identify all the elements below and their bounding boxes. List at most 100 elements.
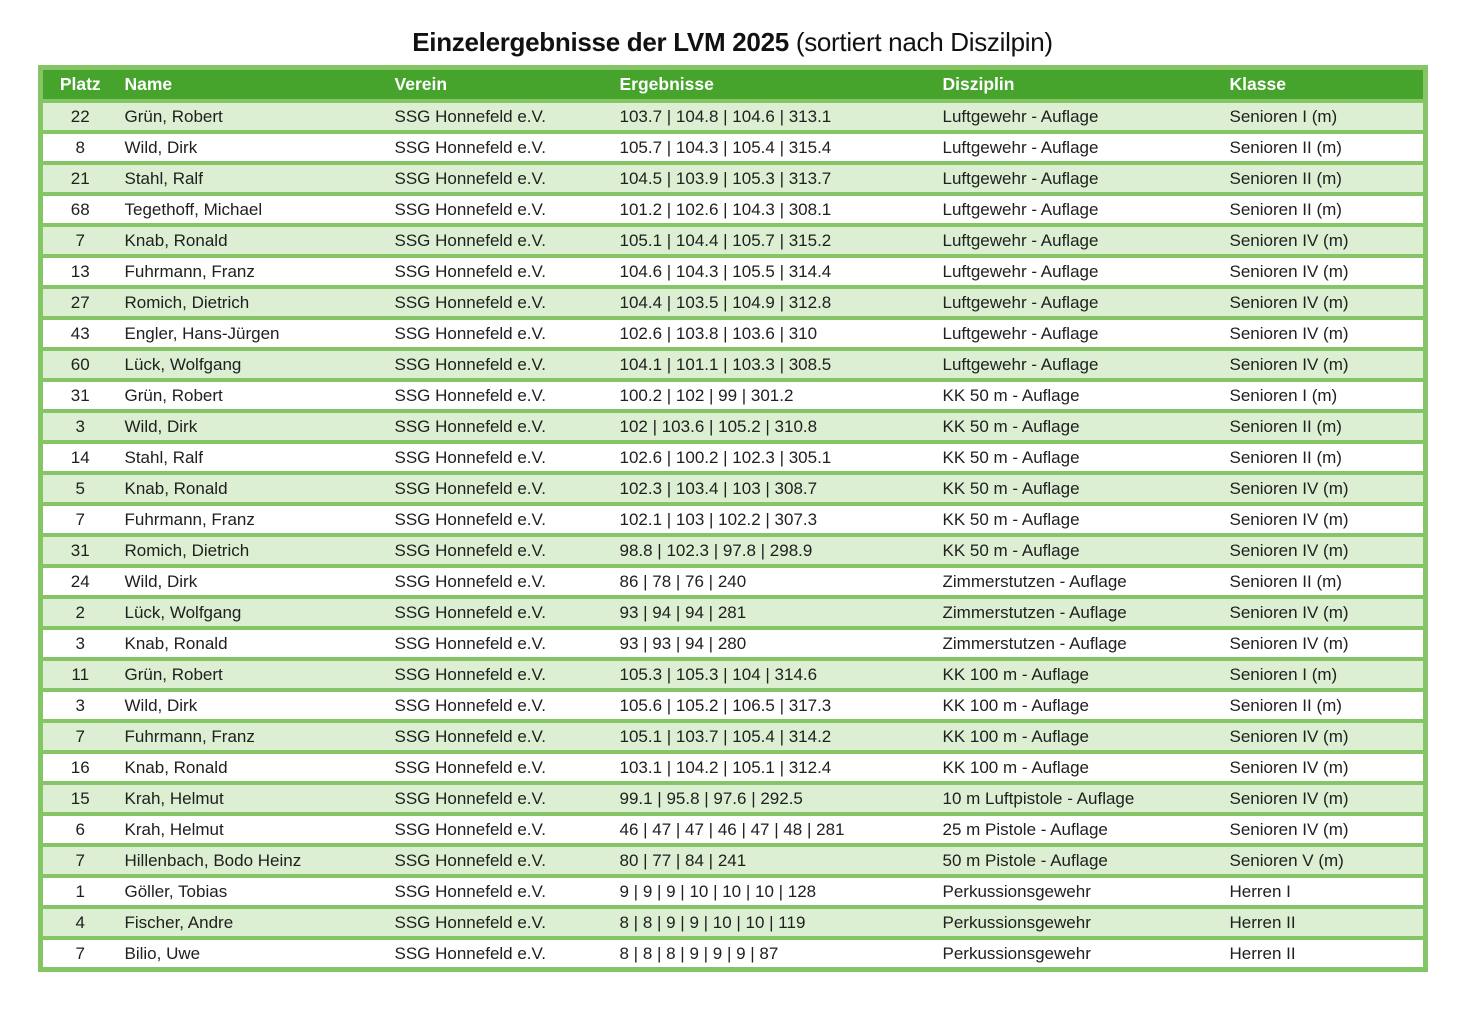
cell-klasse: Senioren IV (m) xyxy=(1222,814,1426,847)
column-header-name: Name xyxy=(117,67,388,103)
cell-ergebnisse: 104.6 | 104.3 | 105.5 | 314.4 xyxy=(612,256,936,289)
table-row: 3 Wild, Dirk SSG Honnefeld e.V. 102 | 10… xyxy=(40,411,1426,444)
table-row: 7 Fuhrmann, Franz SSG Honnefeld e.V. 102… xyxy=(40,504,1426,537)
cell-name: Grün, Robert xyxy=(117,380,388,413)
column-header-disziplin: Disziplin xyxy=(935,67,1223,103)
cell-name: Krah, Helmut xyxy=(117,814,388,847)
cell-klasse: Senioren IV (m) xyxy=(1222,225,1426,258)
table-body: 22 Grün, Robert SSG Honnefeld e.V. 103.7… xyxy=(40,101,1426,972)
cell-platz: 3 xyxy=(40,411,118,444)
table-row: 8 Wild, Dirk SSG Honnefeld e.V. 105.7 | … xyxy=(40,132,1426,165)
cell-ergebnisse: 99.1 | 95.8 | 97.6 | 292.5 xyxy=(612,783,936,816)
cell-disziplin: Luftgewehr - Auflage xyxy=(935,256,1223,289)
cell-klasse: Senioren IV (m) xyxy=(1222,628,1426,661)
cell-klasse: Senioren V (m) xyxy=(1222,845,1426,878)
cell-klasse: Senioren II (m) xyxy=(1222,163,1426,196)
cell-disziplin: Luftgewehr - Auflage xyxy=(935,132,1223,165)
cell-verein: SSG Honnefeld e.V. xyxy=(387,659,613,692)
page-title-main: Einzelergebnisse der LVM 2025 xyxy=(412,27,789,57)
cell-klasse: Senioren II (m) xyxy=(1222,690,1426,723)
table-row: 5 Knab, Ronald SSG Honnefeld e.V. 102.3 … xyxy=(40,473,1426,506)
column-header-verein: Verein xyxy=(387,67,613,103)
cell-platz: 2 xyxy=(40,597,118,630)
cell-name: Knab, Ronald xyxy=(117,225,388,258)
cell-name: Knab, Ronald xyxy=(117,628,388,661)
cell-ergebnisse: 101.2 | 102.6 | 104.3 | 308.1 xyxy=(612,194,936,227)
cell-platz: 5 xyxy=(40,473,118,506)
cell-ergebnisse: 105.1 | 103.7 | 105.4 | 314.2 xyxy=(612,721,936,754)
table-row: 22 Grün, Robert SSG Honnefeld e.V. 103.7… xyxy=(40,101,1426,134)
table-row: 24 Wild, Dirk SSG Honnefeld e.V. 86 | 78… xyxy=(40,566,1426,599)
cell-ergebnisse: 86 | 78 | 76 | 240 xyxy=(612,566,936,599)
cell-klasse: Senioren II (m) xyxy=(1222,411,1426,444)
cell-ergebnisse: 102.6 | 100.2 | 102.3 | 305.1 xyxy=(612,442,936,475)
cell-name: Wild, Dirk xyxy=(117,132,388,165)
cell-klasse: Herren II xyxy=(1222,907,1426,940)
cell-verein: SSG Honnefeld e.V. xyxy=(387,101,613,134)
cell-platz: 7 xyxy=(40,938,118,972)
cell-disziplin: KK 100 m - Auflage xyxy=(935,690,1223,723)
table-row: 1 Göller, Tobias SSG Honnefeld e.V. 9 | … xyxy=(40,876,1426,909)
cell-klasse: Herren II xyxy=(1222,938,1426,972)
cell-disziplin: KK 50 m - Auflage xyxy=(935,504,1223,537)
cell-platz: 60 xyxy=(40,349,118,382)
cell-platz: 3 xyxy=(40,628,118,661)
cell-disziplin: Perkussionsgewehr xyxy=(935,876,1223,909)
cell-name: Engler, Hans-Jürgen xyxy=(117,318,388,351)
cell-verein: SSG Honnefeld e.V. xyxy=(387,380,613,413)
cell-ergebnisse: 102.1 | 103 | 102.2 | 307.3 xyxy=(612,504,936,537)
cell-verein: SSG Honnefeld e.V. xyxy=(387,721,613,754)
cell-platz: 8 xyxy=(40,132,118,165)
cell-platz: 4 xyxy=(40,907,118,940)
cell-verein: SSG Honnefeld e.V. xyxy=(387,287,613,320)
cell-name: Göller, Tobias xyxy=(117,876,388,909)
cell-ergebnisse: 98.8 | 102.3 | 97.8 | 298.9 xyxy=(612,535,936,568)
cell-platz: 7 xyxy=(40,845,118,878)
cell-ergebnisse: 93 | 93 | 94 | 280 xyxy=(612,628,936,661)
cell-platz: 14 xyxy=(40,442,118,475)
column-header-platz: Platz xyxy=(40,67,118,103)
cell-klasse: Senioren IV (m) xyxy=(1222,473,1426,506)
cell-name: Wild, Dirk xyxy=(117,411,388,444)
cell-disziplin: Luftgewehr - Auflage xyxy=(935,287,1223,320)
cell-klasse: Senioren IV (m) xyxy=(1222,783,1426,816)
cell-disziplin: Luftgewehr - Auflage xyxy=(935,318,1223,351)
cell-verein: SSG Honnefeld e.V. xyxy=(387,225,613,258)
cell-klasse: Senioren IV (m) xyxy=(1222,597,1426,630)
cell-ergebnisse: 105.6 | 105.2 | 106.5 | 317.3 xyxy=(612,690,936,723)
table-row: 7 Fuhrmann, Franz SSG Honnefeld e.V. 105… xyxy=(40,721,1426,754)
page-title-suffix: (sortiert nach Diszilpin) xyxy=(788,27,1053,57)
cell-verein: SSG Honnefeld e.V. xyxy=(387,752,613,785)
table-row: 43 Engler, Hans-Jürgen SSG Honnefeld e.V… xyxy=(40,318,1426,351)
cell-verein: SSG Honnefeld e.V. xyxy=(387,535,613,568)
cell-disziplin: Zimmerstutzen - Auflage xyxy=(935,628,1223,661)
cell-klasse: Senioren II (m) xyxy=(1222,132,1426,165)
cell-disziplin: Luftgewehr - Auflage xyxy=(935,194,1223,227)
cell-verein: SSG Honnefeld e.V. xyxy=(387,411,613,444)
cell-ergebnisse: 103.7 | 104.8 | 104.6 | 313.1 xyxy=(612,101,936,134)
cell-disziplin: Luftgewehr - Auflage xyxy=(935,163,1223,196)
cell-platz: 16 xyxy=(40,752,118,785)
cell-platz: 1 xyxy=(40,876,118,909)
cell-platz: 3 xyxy=(40,690,118,723)
cell-disziplin: Perkussionsgewehr xyxy=(935,938,1223,972)
cell-ergebnisse: 9 | 9 | 9 | 10 | 10 | 10 | 128 xyxy=(612,876,936,909)
cell-klasse: Senioren II (m) xyxy=(1222,566,1426,599)
table-row: 11 Grün, Robert SSG Honnefeld e.V. 105.3… xyxy=(40,659,1426,692)
table-row: 16 Knab, Ronald SSG Honnefeld e.V. 103.1… xyxy=(40,752,1426,785)
cell-platz: 7 xyxy=(40,225,118,258)
cell-ergebnisse: 8 | 8 | 9 | 9 | 10 | 10 | 119 xyxy=(612,907,936,940)
cell-disziplin: 10 m Luftpistole - Auflage xyxy=(935,783,1223,816)
cell-verein: SSG Honnefeld e.V. xyxy=(387,628,613,661)
cell-name: Romich, Dietrich xyxy=(117,535,388,568)
cell-verein: SSG Honnefeld e.V. xyxy=(387,442,613,475)
cell-platz: 43 xyxy=(40,318,118,351)
cell-disziplin: Luftgewehr - Auflage xyxy=(935,101,1223,134)
results-table: Platz Name Verein Ergebnisse Disziplin K… xyxy=(38,65,1428,972)
cell-disziplin: KK 100 m - Auflage xyxy=(935,721,1223,754)
table-row: 3 Wild, Dirk SSG Honnefeld e.V. 105.6 | … xyxy=(40,690,1426,723)
cell-name: Fischer, Andre xyxy=(117,907,388,940)
cell-ergebnisse: 105.7 | 104.3 | 105.4 | 315.4 xyxy=(612,132,936,165)
cell-platz: 24 xyxy=(40,566,118,599)
